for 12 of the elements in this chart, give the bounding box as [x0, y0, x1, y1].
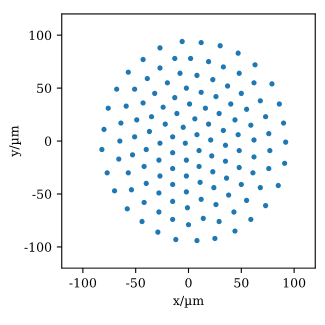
y-tick-label: 100 [30, 30, 52, 40]
x-tick-label: 0 [185, 278, 192, 288]
y-tick-label: 50 [37, 84, 52, 94]
y-tick-label: 0 [44, 136, 52, 146]
x-tick-label: 100 [284, 278, 306, 288]
x-tick-label: 50 [234, 278, 248, 288]
y-axis-title: y/µm [9, 126, 22, 157]
x-tick-label: -100 [69, 278, 96, 288]
x-axis-title: x/µm [173, 296, 204, 308]
y-tick-label: -100 [24, 242, 52, 252]
x-tick-label: -50 [126, 278, 145, 288]
y-tick-label: -50 [32, 189, 52, 199]
